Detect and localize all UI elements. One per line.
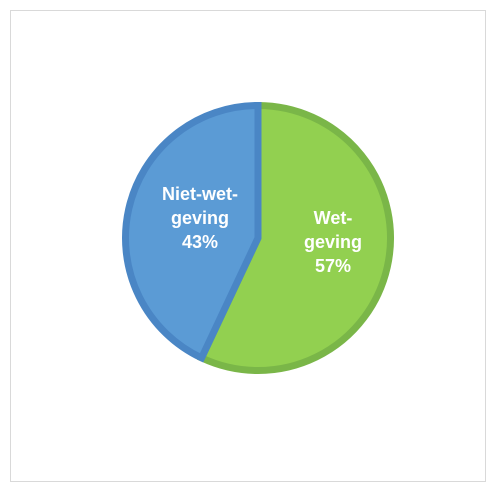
slice-label-niet-wet-geving: Niet-wet-geving 43% bbox=[162, 184, 238, 252]
slice-label-line: Wet- bbox=[314, 208, 353, 228]
slice-label-line: 57% bbox=[315, 256, 351, 276]
slice-label-wet-geving: Wet-geving 57% bbox=[304, 208, 362, 276]
pie-labels: Wet-geving 57% Niet-wet-geving 43% bbox=[162, 184, 362, 276]
pie-slices bbox=[122, 101, 394, 374]
pie-slice-niet-wet-geving bbox=[122, 101, 262, 363]
slice-label-line: geving bbox=[304, 232, 362, 252]
slice-label-line: Niet-wet- bbox=[162, 184, 238, 204]
slice-label-line: geving bbox=[171, 208, 229, 228]
pie-slice-wet-geving bbox=[196, 101, 394, 374]
slice-label-line: 43% bbox=[182, 232, 218, 252]
